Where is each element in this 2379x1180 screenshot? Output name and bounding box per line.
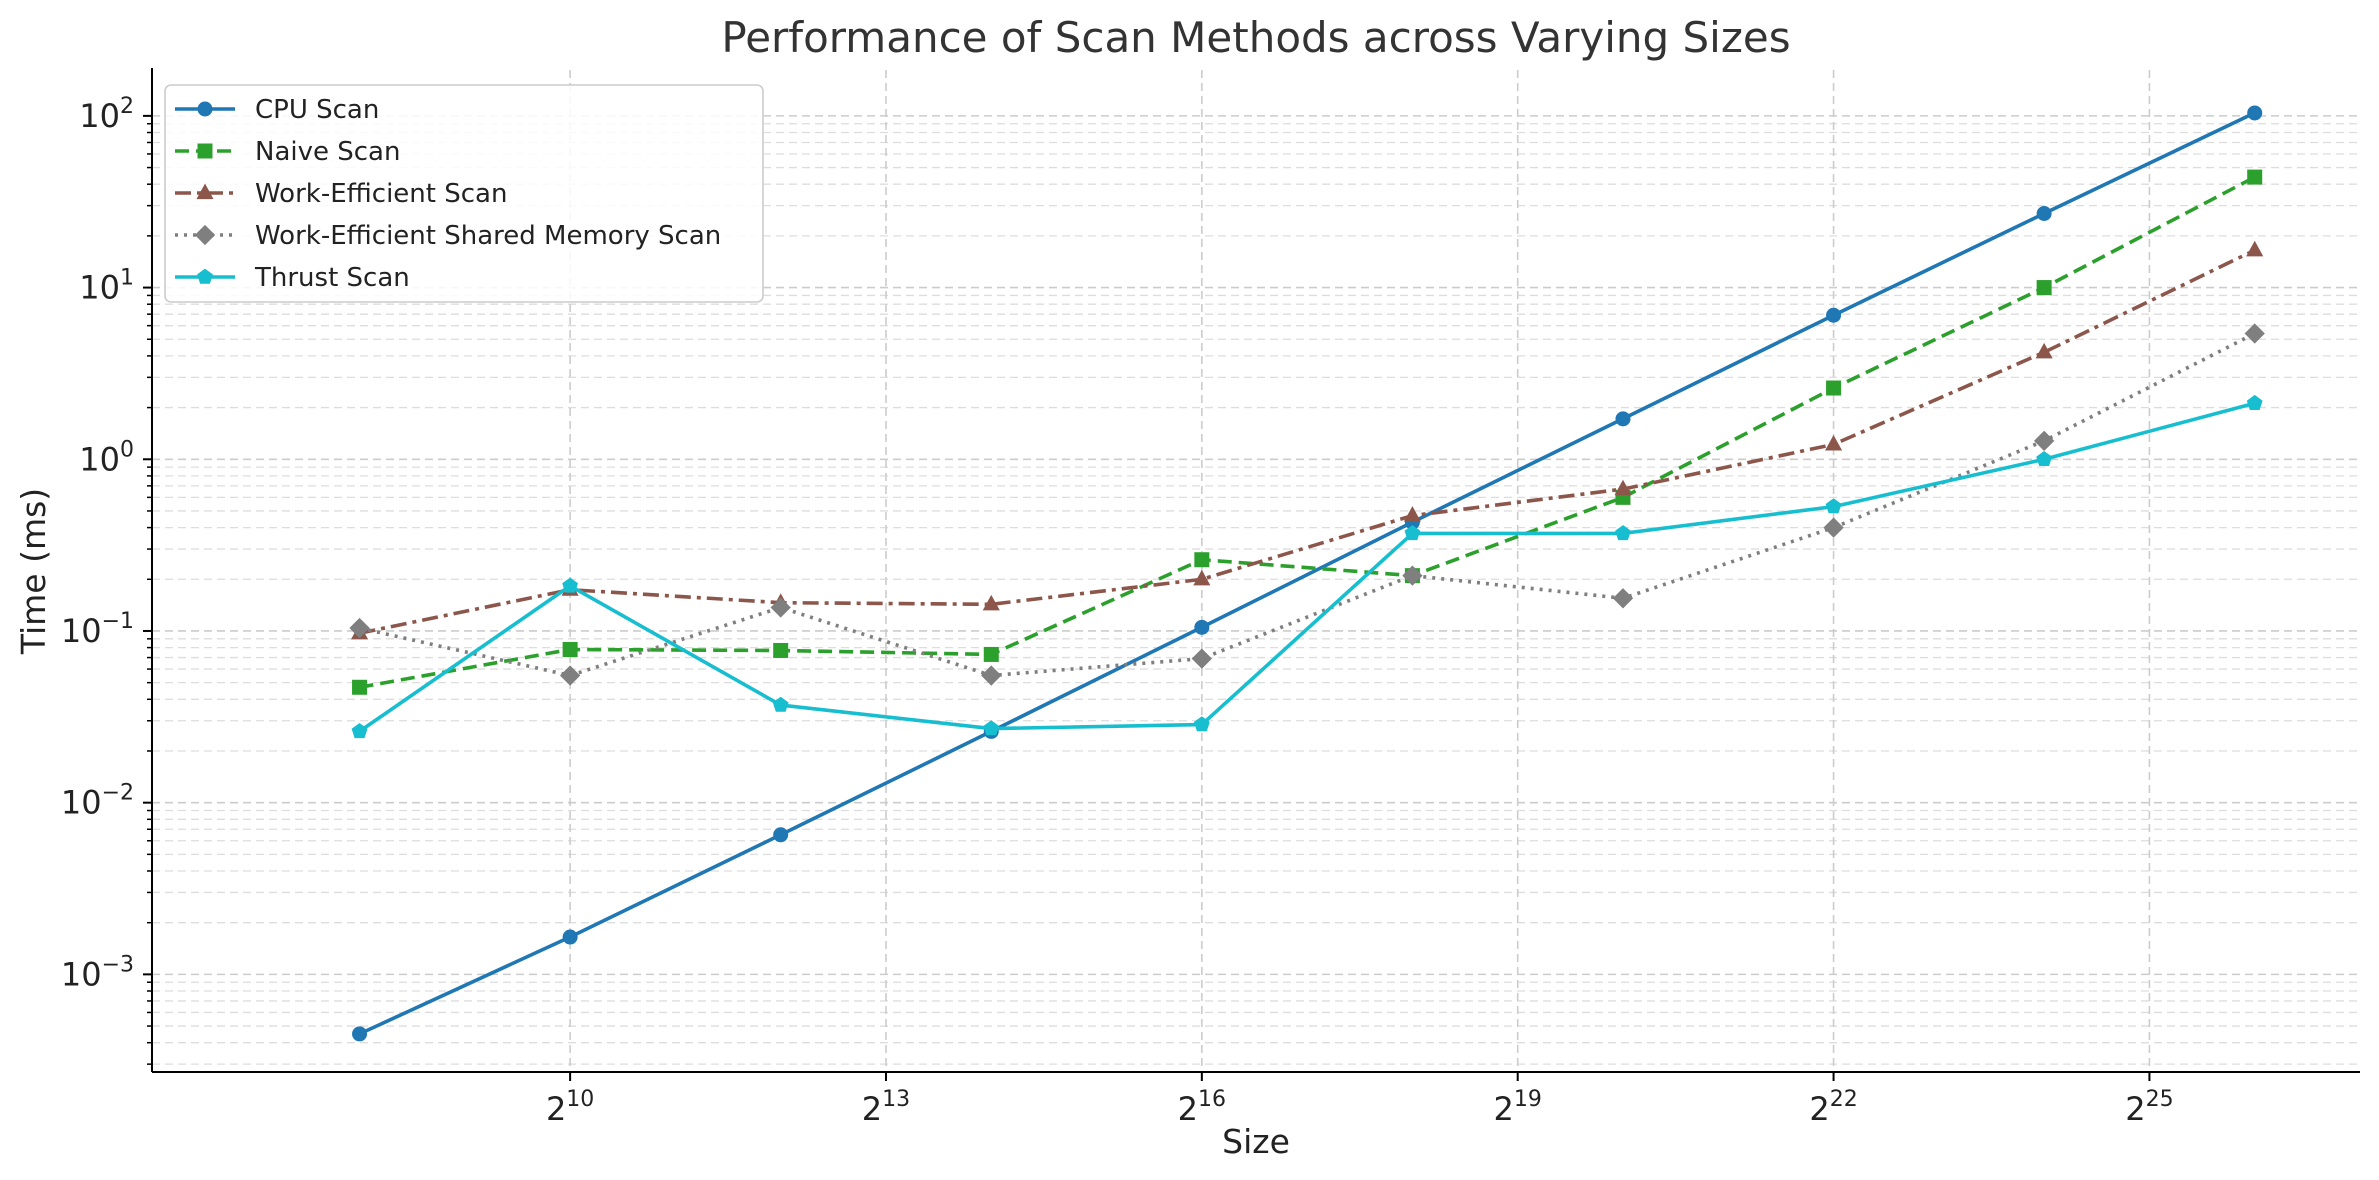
data-point bbox=[349, 617, 370, 639]
axes-layer: 10−3 10−2 10−1 100 101 102 210 213 216 219 222 225 bbox=[61, 68, 2360, 1128]
data-point bbox=[351, 723, 368, 739]
legend-marker bbox=[194, 224, 216, 246]
y-tick-label: 10−1 bbox=[61, 609, 134, 650]
data-point bbox=[2035, 342, 2053, 359]
legend-item: CPU Scan bbox=[175, 95, 379, 125]
data-point bbox=[982, 594, 1000, 611]
data-point bbox=[562, 641, 578, 657]
data-point bbox=[1826, 380, 1842, 396]
data-point bbox=[2246, 394, 2263, 410]
data-point bbox=[1615, 411, 1631, 427]
x-tick-label: 210 bbox=[546, 1087, 594, 1128]
data-point bbox=[1191, 648, 1212, 669]
data-point bbox=[1403, 506, 1421, 522]
data-point bbox=[1612, 588, 1634, 609]
data-point bbox=[1194, 619, 1210, 635]
data-point bbox=[2244, 323, 2265, 344]
x-axis-label: Size bbox=[1222, 1122, 1290, 1161]
data-point bbox=[562, 577, 578, 593]
data-point bbox=[352, 679, 368, 695]
legend: CPU Scan Naive Scan Work-Efficient Scan Wor… bbox=[164, 84, 764, 303]
y-axis-label: Time (ms) bbox=[14, 488, 53, 655]
x-tick-label: 225 bbox=[2125, 1087, 2173, 1128]
legend-item: Thrust Scan bbox=[175, 263, 410, 293]
data-point bbox=[1823, 517, 1844, 538]
legend-box bbox=[164, 84, 764, 303]
x-tick-label: 213 bbox=[862, 1087, 910, 1128]
data-point bbox=[773, 642, 789, 658]
legend-label: CPU Scan bbox=[255, 95, 379, 125]
data-point bbox=[1614, 479, 1632, 496]
legend-marker bbox=[197, 268, 213, 284]
series-line bbox=[359, 175, 2256, 690]
series-layer bbox=[349, 105, 2265, 1042]
series-naive-scan bbox=[352, 169, 2263, 695]
data-point bbox=[2247, 169, 2263, 185]
data-point bbox=[1193, 716, 1210, 732]
data-point bbox=[1402, 565, 1423, 586]
legend-marker bbox=[197, 101, 213, 117]
data-point bbox=[1404, 525, 1421, 541]
data-point bbox=[981, 665, 1002, 686]
data-point bbox=[559, 665, 581, 686]
legend-label: Naive Scan bbox=[255, 137, 400, 167]
data-point bbox=[562, 929, 578, 945]
y-tick-label: 101 bbox=[79, 266, 134, 307]
data-point bbox=[2036, 450, 2053, 466]
legend-marker bbox=[197, 143, 213, 159]
series-line bbox=[358, 401, 2256, 733]
y-tick-label: 102 bbox=[79, 94, 134, 135]
grid-layer bbox=[152, 70, 2360, 1072]
x-tick-label: 219 bbox=[1494, 1087, 1542, 1128]
data-point bbox=[770, 597, 791, 618]
series-line bbox=[358, 111, 2256, 1036]
legend-item: Naive Scan bbox=[175, 137, 400, 167]
series-line bbox=[359, 331, 2256, 678]
data-point bbox=[1825, 498, 1842, 514]
series-work-efficient-shared-memory-scan bbox=[349, 323, 2265, 686]
chart-title: Performance of Scan Methods across Varyi… bbox=[721, 13, 1790, 62]
data-point bbox=[773, 827, 789, 843]
y-tick-label: 100 bbox=[79, 437, 134, 478]
legend-item: Work-Efficient Scan bbox=[175, 179, 507, 209]
data-point bbox=[1615, 525, 1631, 541]
series-line bbox=[359, 248, 2256, 635]
legend-label: Work-Efficient Scan bbox=[255, 179, 507, 209]
data-point bbox=[2246, 240, 2264, 257]
data-point bbox=[1193, 569, 1211, 586]
x-tick-label: 222 bbox=[1809, 1087, 1857, 1128]
legend-item: Work-Efficient Shared Memory Scan bbox=[175, 221, 721, 251]
data-point bbox=[1825, 435, 1843, 451]
series-thrust-scan bbox=[351, 394, 2263, 739]
data-point bbox=[772, 696, 789, 712]
data-point bbox=[2033, 430, 2055, 452]
y-tick-label: 10−3 bbox=[61, 952, 134, 993]
data-point bbox=[352, 1026, 368, 1042]
y-tick-label: 10−2 bbox=[61, 781, 134, 822]
data-point bbox=[1826, 307, 1842, 323]
data-point bbox=[1194, 552, 1210, 568]
legend-label: Thrust Scan bbox=[254, 263, 410, 293]
data-point bbox=[983, 720, 1000, 736]
data-point bbox=[2036, 206, 2052, 222]
legend-label: Work-Efficient Shared Memory Scan bbox=[255, 221, 721, 251]
data-point bbox=[2036, 280, 2052, 296]
x-tick-label: 216 bbox=[1178, 1087, 1226, 1128]
data-point bbox=[983, 646, 999, 662]
data-point bbox=[2247, 105, 2263, 121]
legend-marker bbox=[196, 183, 214, 200]
